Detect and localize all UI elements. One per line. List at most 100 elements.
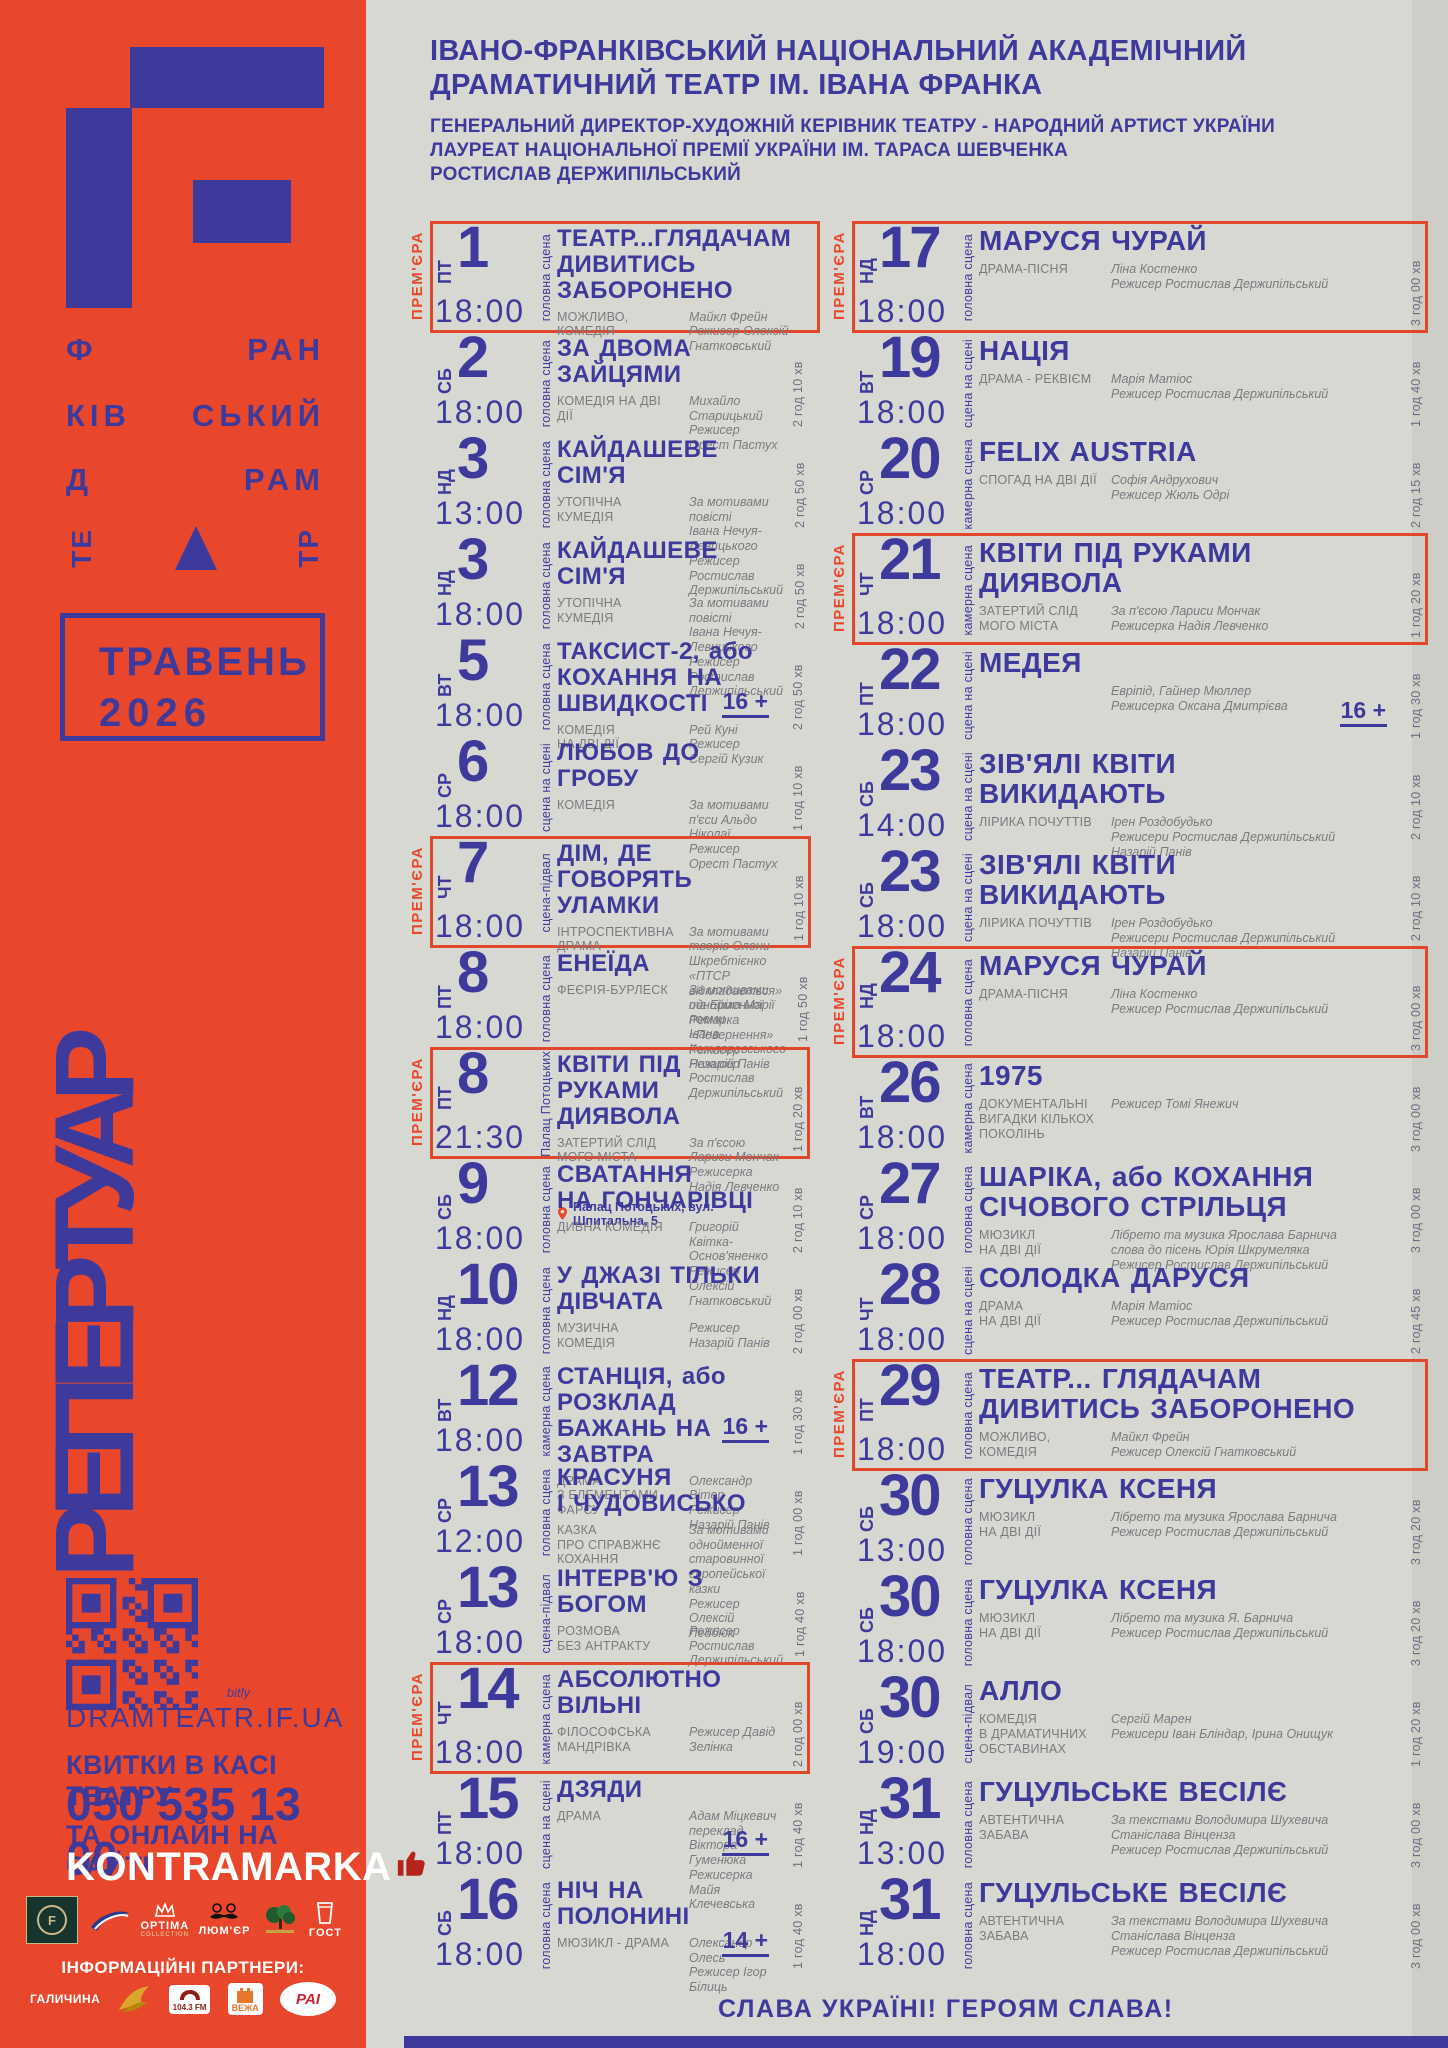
stage-label: сцена-підвал xyxy=(961,1683,975,1764)
entry-card: СБ 30 18:00 головна сцена ГУЦУЛКА КСЕНЯ … xyxy=(852,1564,1428,1673)
genre-label: МОЖЛИВО, КОМЕДІЯ xyxy=(557,309,629,339)
lumier-label: ЛЮМ'ЄР xyxy=(198,1925,251,1937)
genre-label: ЛІРИКА ПОЧУТТІВ xyxy=(979,916,1092,931)
premiere-slot xyxy=(826,1056,852,1157)
date-number: 13 xyxy=(457,1555,519,1620)
weekday-label: НД xyxy=(857,1910,877,1936)
genre-label: ІНТРОСПЕКТИВНА ДРАМА xyxy=(557,924,674,954)
credits-text: За текстами Володимира Шухевича Станісла… xyxy=(1111,1914,1329,1958)
weekday-label: СБ xyxy=(857,1607,877,1633)
weekday-label: СР xyxy=(435,1598,455,1624)
date-number: 21 xyxy=(879,527,941,592)
date-time-block: СБ 23 18:00 xyxy=(857,839,957,945)
weekday-label: СБ xyxy=(857,1708,877,1734)
tickets-info-line: КВИТКИ В КАСІ ТЕАТРУ xyxy=(66,1750,278,1811)
entry-main: МАРУСЯ ЧУРАЙ ДРАМА-ПІСНЯ Ліна Костенко Р… xyxy=(979,225,1425,330)
date-number: 3 xyxy=(457,426,489,491)
date-time-block: ПТ 22 18:00 xyxy=(857,637,957,743)
entry-card: ВТ 5 18:00 головна сцена ТАКСИСТ-2, або … xyxy=(430,628,810,766)
stage-label: головна сцена xyxy=(539,1266,553,1355)
entry-main: ГУЦУЛКА КСЕНЯ МЮЗИКЛ НА ДВІ ДІЇ Лібрето … xyxy=(979,1574,1425,1670)
location-pin-icon xyxy=(557,1206,568,1221)
weekday-label: СР xyxy=(857,1194,877,1220)
duration-label: 3 год 00 хв xyxy=(1409,985,1423,1051)
gost-label: ГОСТ xyxy=(308,1927,342,1939)
time-label: 18:00 xyxy=(435,1321,526,1357)
date-time-block: СР 20 18:00 xyxy=(857,426,957,532)
date-number: 15 xyxy=(457,1766,519,1831)
weekday-label: ВТ xyxy=(435,673,455,697)
entry-main: ЕНЕЇДА ФЕЄРІЯ-БУРЛЕСК За мотивами однойм… xyxy=(557,951,812,1101)
genre-label: ДРАМА xyxy=(557,1808,602,1823)
footer-slogan: СЛАВА УКРАЇНІ! ГЕРОЯМ СЛАВА! xyxy=(718,1995,1174,2023)
genre-label: ДРАМА-ПІСНЯ xyxy=(979,987,1068,1002)
duration-label: 2 год 00 хв xyxy=(791,1701,805,1767)
age-badge: 16 + xyxy=(1339,697,1387,727)
show-title: ШАРІКА, або КОХАННЯ СІЧОВОГО СТРІЛЬЦЯ xyxy=(979,1161,1314,1223)
theatre-logo-icon xyxy=(66,108,132,308)
schedule-entry: ВТ 12 18:00 камерна сцена СТАНЦІЯ, або Р… xyxy=(404,1353,810,1532)
schedule-entry: СБ 30 13:00 головна сцена ГУЦУЛКА КСЕНЯ … xyxy=(826,1463,1428,1570)
stage-label: сцена на сцені xyxy=(961,339,975,428)
show-title: НАЦІЯ xyxy=(979,335,1070,366)
date-number: 31 xyxy=(879,1867,941,1932)
weekday-label: ПТ xyxy=(435,1086,455,1110)
date-number: 19 xyxy=(879,325,941,390)
time-label: 18:00 xyxy=(857,1018,948,1054)
time-label: 18:00 xyxy=(435,1936,526,1972)
show-title: НІЧ НА ПОЛОНИНІ xyxy=(557,1877,690,1930)
entry-main: КВІТИ ПІД РУКАМИ ДИЯВОЛА ЗАТЕРТИЙ СЛІД М… xyxy=(979,537,1425,642)
date-number: 29 xyxy=(879,1353,941,1418)
stage-label: головна сцена xyxy=(961,1477,975,1566)
entry-card: ЧТ 7 18:00 сцена-підвал ДІМ, ДЕ ГОВОРЯТЬ… xyxy=(430,830,812,1071)
duration-label: 3 год 20 хв xyxy=(1409,1600,1423,1666)
entry-card: СР 20 18:00 камерна сцена FELIX AUSTRIA … xyxy=(852,426,1428,535)
stage-label: головна сцена xyxy=(539,954,553,1043)
genre-label: ДРАМА-ПІСНЯ xyxy=(979,262,1068,277)
show-title: ГУЦУЛЬСЬКЕ ВЕСІЛЄ xyxy=(979,1776,1288,1807)
duration-label: 1 год 40 хв xyxy=(1409,361,1423,427)
weekday-label: СБ xyxy=(435,368,455,394)
date-time-block: ВТ 19 18:00 xyxy=(857,325,957,431)
stage-label: головна сцена xyxy=(961,1881,975,1970)
show-title: МАРУСЯ ЧУРАЙ xyxy=(979,225,1207,256)
genre-label: УТОПІЧНА КУМЕДІЯ xyxy=(557,494,622,524)
kontramarka-logo: KONTRAMARKA xyxy=(66,1845,429,1890)
time-label: 18:00 xyxy=(857,1633,948,1669)
genre-label: КАЗКА ПРО СПРАВЖНЄ КОХАННЯ xyxy=(557,1522,662,1567)
weekday-label: СБ xyxy=(857,882,877,908)
entry-details: ДРАМА - РЕКВІЄМ Марія Матіос Режисер Рос… xyxy=(979,372,1399,402)
show-title: ГУЦУЛКА КСЕНЯ xyxy=(979,1574,1217,1605)
time-label: 14:00 xyxy=(857,807,948,843)
date-time-block: НД 31 13:00 xyxy=(857,1766,957,1872)
schedule-entry: ПРЕМ'ЄРА НД 17 18:00 головна сцена МАРУС… xyxy=(826,215,1428,333)
entry-details: КОМЕДІЯ НА ДВІ ДІЇ Рей Куні Режисер Серг… xyxy=(557,723,781,767)
show-title: МАРУСЯ ЧУРАЙ xyxy=(979,950,1207,981)
partner-logos-row: F OPTIMA COLLECTION ЛЮМ'ЄР ГОСТ xyxy=(26,1896,342,1944)
stage-label: камерна сцена xyxy=(539,1366,553,1457)
date-time-block: ЧТ 14 18:00 xyxy=(435,1656,535,1771)
date-number: 17 xyxy=(879,215,941,280)
entry-card: ПТ 8 21:30 Палац Потоцьких КВІТИ ПІД РУК… xyxy=(430,1041,810,1228)
credits-text: Марія Матіос Режисер Ростислав Держипіль… xyxy=(1111,1299,1329,1328)
duration-label: 1 год 20 хв xyxy=(1409,572,1423,638)
genre-label xyxy=(979,684,1101,714)
premiere-slot xyxy=(404,432,430,533)
schedule-entry: ЧТ 28 18:00 сцена на сцені СОЛОДКА ДАРУС… xyxy=(826,1252,1428,1359)
duration-label: 2 год 10 хв xyxy=(1409,875,1423,941)
entry-card: СБ 2 18:00 головна сцена ЗА ДВОМА ЗАЙЦЯМ… xyxy=(430,325,810,452)
optima-sublabel: COLLECTION xyxy=(140,1932,189,1938)
phone-number: 050 535 13 00 xyxy=(66,1778,302,1884)
time-label: 13:00 xyxy=(435,495,526,531)
credits-text: Ірен Роздобудько Режисери Ростислав Держ… xyxy=(1111,815,1336,859)
show-title: ДІМ, ДЕ ГОВОРЯТЬ УЛАМКИ xyxy=(557,840,693,919)
weekday-label: СБ xyxy=(435,1910,455,1936)
entry-card: ПТ 22 18:00 сцена на сцені МЕДЕЯ Евріпід… xyxy=(852,637,1428,746)
stage-label: головна сцена xyxy=(961,1780,975,1869)
genre-label: ДРАМА - РЕКВІЄМ xyxy=(979,372,1092,387)
stage-label: головна сцена xyxy=(539,1165,553,1254)
entry-details: КОМЕДІЯ НА ДВІ ДІЇ Михайло Старицький Ре… xyxy=(557,394,781,453)
year-label: 2026 xyxy=(99,691,212,735)
media-logo-rai: РАІ xyxy=(279,1982,336,2016)
